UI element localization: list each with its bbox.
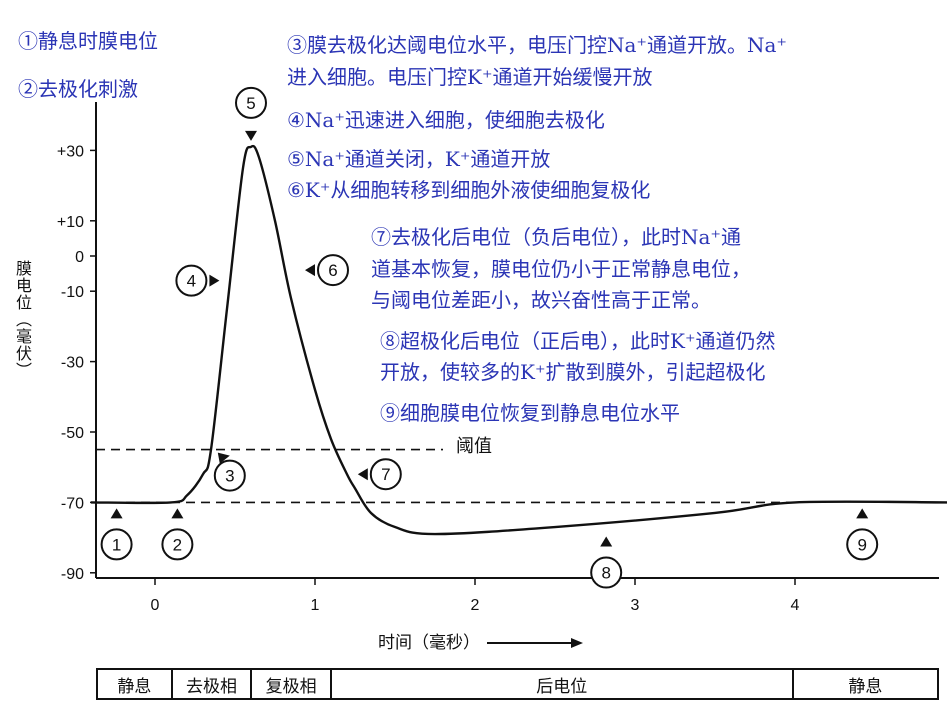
- note-2: ②去极化刺激: [18, 77, 138, 101]
- x-tick-label: 1: [311, 597, 320, 614]
- marker-label: 8: [601, 564, 610, 583]
- marker-arrow-icon: [600, 536, 613, 547]
- note-6: ⑥K⁺从细胞转移到细胞外液使细胞复极化: [287, 178, 651, 202]
- x-axis-arrow-icon: [487, 638, 584, 648]
- marker-circle: [161, 528, 194, 561]
- y-tick-label: -70: [61, 495, 84, 512]
- axes: [95, 102, 939, 579]
- threshold-label: 阈值: [456, 436, 492, 457]
- marker-3: 3: [213, 452, 246, 492]
- marker-label: 1: [112, 535, 121, 554]
- marker-label: 2: [173, 535, 182, 554]
- note-3-line1: ③膜去极化达阈电位水平，电压门控Na⁺通道开放。Na⁺: [287, 33, 787, 57]
- marker-circle: [175, 264, 208, 297]
- y-axis-label: 膜电位（毫伏）: [13, 260, 32, 379]
- marker-arrow-icon: [171, 508, 184, 519]
- marker-circle: [213, 459, 246, 492]
- y-tick-label: -50: [61, 425, 84, 442]
- marker-2: 2: [161, 508, 194, 561]
- marker-circle: [846, 528, 879, 561]
- phase-bar: 静息 去极相 复极相 后电位 静息: [96, 668, 939, 700]
- note-3-line2: 进入细胞。电压门控K⁺通道开始缓慢开放: [287, 65, 653, 89]
- marker-1: 1: [100, 508, 133, 561]
- x-tick-label: 0: [151, 597, 160, 614]
- y-tick-label: -10: [61, 284, 84, 301]
- phase-1: 去极相: [173, 670, 253, 698]
- note-7-line1: ⑦去极化后电位（负后电位），此时Na⁺通: [371, 225, 741, 249]
- x-tick-label: 2: [471, 597, 480, 614]
- note-4: ④Na⁺迅速进入细胞，使细胞去极化: [287, 108, 605, 132]
- note-8-line1: ⑧超极化后电位（正后电），此时K⁺通道仍然: [380, 329, 776, 353]
- phase-4: 静息: [848, 676, 883, 697]
- action-potential-curve: [90, 144, 948, 536]
- y-tick-label: -30: [61, 355, 84, 372]
- tick-labels: +30 +10 0 -10 -30 -50 -70 -90 0 1 2 3 4: [57, 143, 800, 614]
- x-tick-label: 3: [631, 597, 640, 614]
- marker-arrow-icon: [856, 508, 869, 519]
- marker-5: 5: [235, 86, 267, 141]
- marker-label: 4: [187, 272, 196, 291]
- marker-arrow-icon: [217, 452, 230, 464]
- marker-label: 9: [857, 535, 866, 554]
- marker-label: 3: [225, 467, 234, 486]
- y-tick-label: -90: [61, 566, 84, 583]
- marker-8: 8: [590, 536, 623, 589]
- marker-4: 4: [175, 264, 220, 297]
- marker-circle: [369, 458, 402, 491]
- marker-arrow-icon: [305, 264, 315, 277]
- note-7-line2: 道基本恢复，膜电位仍小于正常静息电位，: [371, 257, 751, 281]
- note-7-line3: 与阈电位差距小，故兴奋性高于正常。: [371, 288, 711, 312]
- marker-circle: [235, 86, 267, 119]
- marker-label: 5: [246, 94, 255, 113]
- note-1: ①静息时膜电位: [18, 29, 158, 53]
- marker-arrow-icon: [110, 508, 123, 519]
- x-axis-label-text: 时间（毫秒）: [378, 633, 480, 653]
- phase-2: 复极相: [252, 670, 332, 698]
- marker-9: 9: [846, 508, 879, 561]
- phase-3: 后电位: [332, 670, 794, 698]
- note-8-line2: 开放，使较多的K⁺扩散到膜外，引起超极化: [380, 360, 766, 384]
- phase-0: 静息: [98, 670, 173, 698]
- marker-arrow-icon: [245, 130, 257, 141]
- note-9: ⑨细胞膜电位恢复到静息电位水平: [380, 401, 680, 425]
- guide-lines: [96, 448, 795, 504]
- marker-6: 6: [305, 254, 349, 287]
- x-tick-label: 4: [791, 597, 800, 614]
- marker-label: 6: [328, 261, 337, 280]
- marker-7: 7: [357, 458, 402, 491]
- marker-circle: [590, 556, 623, 589]
- marker-label: 7: [381, 465, 390, 484]
- marker-circle: [317, 254, 349, 287]
- y-tick-label: +30: [57, 143, 84, 160]
- note-5: ⑤Na⁺通道关闭，K⁺通道开放: [287, 147, 551, 171]
- y-tick-label: 0: [75, 249, 84, 266]
- marker-arrow-icon: [209, 274, 220, 287]
- marker-arrow-icon: [357, 468, 368, 481]
- marker-circle: [100, 528, 133, 561]
- event-markers: 1 2 3 4 5 6 7 8 9: [100, 86, 879, 589]
- x-axis-label: 时间（毫秒）: [378, 628, 585, 653]
- y-tick-label: +10: [57, 214, 84, 231]
